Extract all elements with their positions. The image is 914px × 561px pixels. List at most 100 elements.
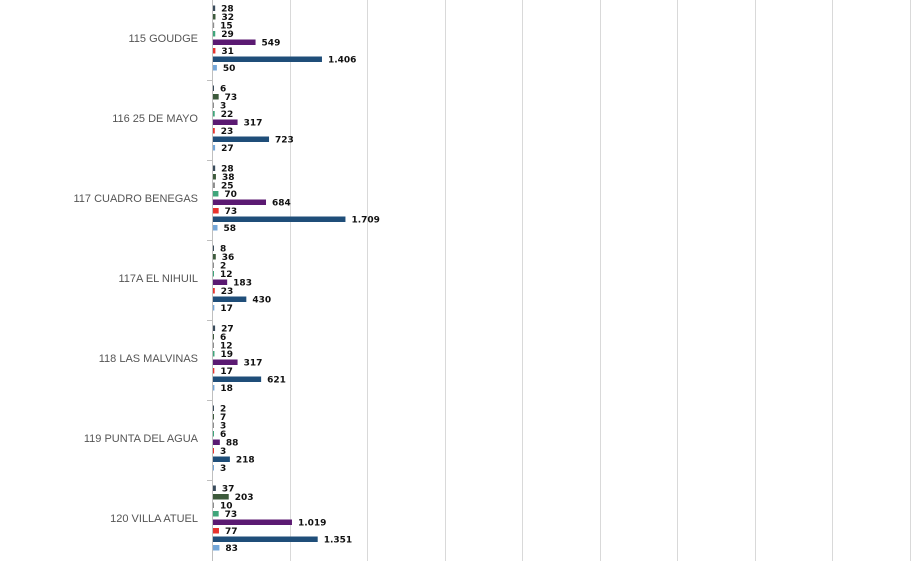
data-label: 1.406 xyxy=(328,56,356,66)
bar xyxy=(213,14,216,20)
data-label: 1.351 xyxy=(324,536,352,546)
bar xyxy=(213,494,229,500)
data-label: 218 xyxy=(236,456,255,466)
data-label: 1.019 xyxy=(298,519,326,529)
bar xyxy=(213,296,247,302)
bar xyxy=(213,5,216,11)
data-label: 28 xyxy=(221,165,234,175)
data-label: 317 xyxy=(244,359,263,369)
bar xyxy=(213,502,214,508)
data-label: 27 xyxy=(221,144,234,154)
data-label: 12 xyxy=(220,342,233,352)
bar xyxy=(213,279,228,285)
bar xyxy=(213,431,214,437)
bar xyxy=(213,448,214,454)
category-label: 117 CUADRO BENEGAS xyxy=(73,193,198,205)
data-label: 36 xyxy=(222,253,235,263)
bar xyxy=(213,536,318,542)
bar xyxy=(213,102,214,108)
bar xyxy=(213,305,215,311)
data-label: 3 xyxy=(220,464,226,474)
data-label: 25 xyxy=(221,182,234,192)
bar xyxy=(213,334,214,340)
data-label: 19 xyxy=(220,350,233,360)
data-label: 15 xyxy=(220,22,233,32)
data-label: 17 xyxy=(220,304,233,314)
bar xyxy=(213,199,267,205)
data-label: 6 xyxy=(220,85,226,95)
bar xyxy=(213,145,216,151)
data-label: 73 xyxy=(225,207,238,217)
data-label: 70 xyxy=(224,190,237,200)
data-label: 549 xyxy=(262,39,281,49)
data-label: 37 xyxy=(222,485,235,495)
bar xyxy=(213,128,215,134)
data-label: 3 xyxy=(220,422,226,432)
data-label: 203 xyxy=(235,493,254,503)
data-label: 6 xyxy=(220,430,226,440)
category-label: 120 VILLA ATUEL xyxy=(110,513,198,525)
data-label: 3 xyxy=(220,102,226,112)
bar xyxy=(213,376,262,382)
data-label: 183 xyxy=(233,279,252,289)
bar xyxy=(213,119,238,125)
data-label: 7 xyxy=(220,413,226,423)
data-label: 12 xyxy=(220,270,233,280)
bar xyxy=(213,368,215,374)
bar xyxy=(213,136,270,142)
data-label: 88 xyxy=(226,439,239,449)
bar xyxy=(213,111,215,117)
data-label: 73 xyxy=(225,93,238,103)
data-label: 31 xyxy=(221,47,234,57)
data-label: 77 xyxy=(225,527,238,537)
data-label: 27 xyxy=(221,325,234,335)
bar xyxy=(213,48,216,54)
bar xyxy=(213,325,216,331)
bar xyxy=(213,85,214,91)
data-label: 2 xyxy=(220,262,226,272)
bar xyxy=(213,216,346,222)
bar xyxy=(213,351,215,357)
gridlines xyxy=(207,0,911,561)
bar xyxy=(213,545,220,551)
data-label: 723 xyxy=(275,136,294,146)
data-label: 58 xyxy=(224,224,237,234)
data-label: 6 xyxy=(220,333,226,343)
data-label: 22 xyxy=(221,110,234,120)
bar xyxy=(213,94,219,100)
bar xyxy=(213,519,292,525)
bar xyxy=(213,245,214,251)
bar xyxy=(213,439,220,445)
data-label: 73 xyxy=(225,510,238,520)
bars xyxy=(213,5,346,551)
bar xyxy=(213,31,216,37)
bar xyxy=(213,56,322,62)
bar xyxy=(213,191,219,197)
category-label: 117A EL NIHUIL xyxy=(119,273,199,285)
data-label: 23 xyxy=(221,287,234,297)
data-label: 621 xyxy=(267,376,286,386)
category-label: 115 GOUDGE xyxy=(129,33,199,45)
data-label: 10 xyxy=(220,502,233,512)
category-label: 116 25 DE MAYO xyxy=(112,113,198,125)
data-label: 50 xyxy=(223,64,236,74)
category-label: 119 PUNTA DEL AGUA xyxy=(84,433,199,445)
data-label: 38 xyxy=(222,173,235,183)
bar xyxy=(213,22,215,28)
bar xyxy=(213,511,219,517)
category-label: 118 LAS MALVINAS xyxy=(99,353,198,365)
bar xyxy=(213,65,217,71)
bar xyxy=(213,465,214,471)
data-label: 32 xyxy=(221,13,234,23)
bar xyxy=(213,165,216,171)
bar xyxy=(213,422,214,428)
bar xyxy=(213,405,214,411)
data-label: 29 xyxy=(221,30,234,40)
data-label: 23 xyxy=(221,127,234,137)
bar xyxy=(213,485,216,491)
data-label: 1.709 xyxy=(351,216,379,226)
bar xyxy=(213,254,216,260)
bar xyxy=(213,528,219,534)
